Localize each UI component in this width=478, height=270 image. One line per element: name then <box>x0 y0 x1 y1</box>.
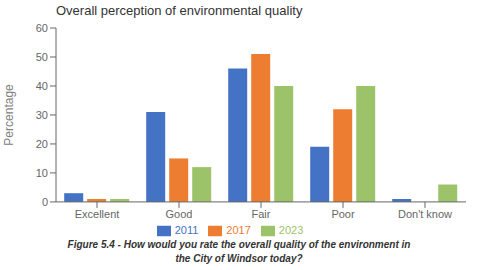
svg-text:Poor: Poor <box>331 208 355 220</box>
html-text:the City of Windsor today?: the City of Windsor today? <box>175 253 303 264</box>
svg-text:40: 40 <box>36 80 48 92</box>
svg-text:50: 50 <box>36 51 48 63</box>
svg-text:30: 30 <box>36 109 48 121</box>
svg-text:10: 10 <box>36 167 48 179</box>
html-text:2017: 2017 <box>226 223 251 236</box>
svg-text:Percentage: Percentage <box>8 84 16 146</box>
svg-text:Fair: Fair <box>252 208 271 220</box>
html-text:2011: 2011 <box>174 223 199 236</box>
svg-text:0: 0 <box>42 196 48 208</box>
svg-text:20: 20 <box>36 138 48 150</box>
svg-text:60: 60 <box>36 22 48 34</box>
svg-text:Don't know: Don't know <box>398 208 452 220</box>
svg-text:Excellent: Excellent <box>75 208 120 220</box>
html-text:2023: 2023 <box>278 223 304 236</box>
html-text:Overall perception of environm: Overall perception of environmental qual… <box>56 3 303 18</box>
svg-text:Good: Good <box>166 208 193 220</box>
html-text:Figure 5.4 - How would you rat: Figure 5.4 - How would you rate the over… <box>67 239 411 250</box>
